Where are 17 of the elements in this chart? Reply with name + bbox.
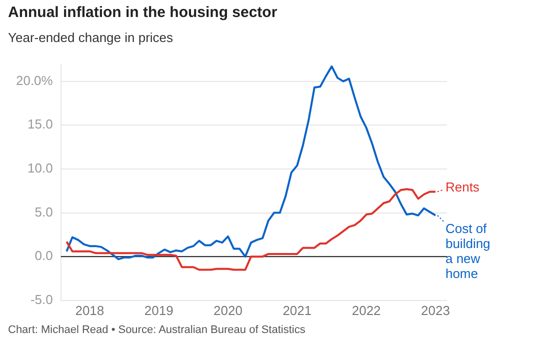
y-tick-label: 10.0: [28, 160, 53, 176]
x-tick-label: 2019: [144, 302, 174, 318]
x-tick-label: 2023: [421, 302, 450, 318]
chart-title: Annual inflation in the housing sector: [8, 4, 278, 21]
y-tick-label: 0.0: [34, 248, 53, 264]
text: Chart: Michael Read • Source: Australian Bureau of Statistics: [8, 324, 306, 336]
x-tick-label: 2022: [352, 302, 381, 318]
x-tick-label: 2018: [75, 302, 104, 318]
y-tick-label: 5.0: [34, 204, 53, 220]
legend-label: Rents: [445, 179, 480, 194]
y-tick-label: 15.0: [28, 116, 53, 132]
y-tick-label: 20.0%: [16, 72, 54, 88]
y-tick-label: -5.0: [30, 292, 53, 307]
chart-subtitle: Year-ended change in prices: [8, 30, 174, 45]
x-tick-label: 2020: [214, 302, 242, 318]
series-label: Cost of building a new home: [445, 220, 490, 281]
x-tick-label: 2021: [282, 302, 312, 318]
